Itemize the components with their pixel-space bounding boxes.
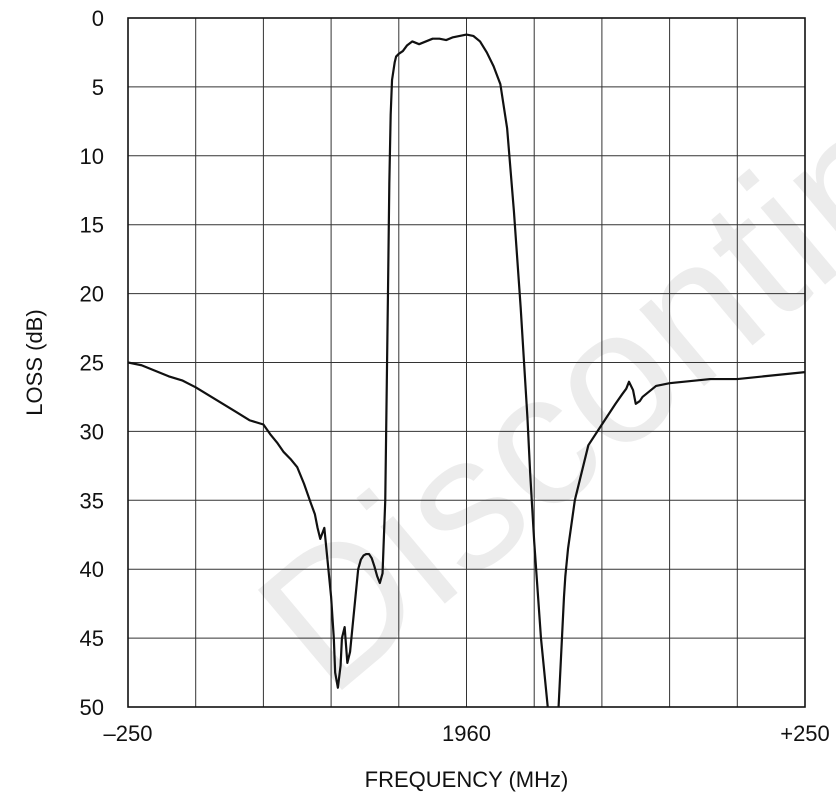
y-tick-label: 35	[80, 488, 104, 513]
y-tick-label: 30	[80, 419, 104, 444]
y-tick-label: 25	[80, 351, 104, 376]
y-axis-ticks: 0 5 10 15 20 25 30 35 40 45 50	[80, 6, 104, 720]
y-tick-label: 15	[80, 213, 104, 238]
watermark-text: Discontinued product	[220, 0, 836, 731]
x-tick-label: –250	[104, 721, 153, 746]
x-tick-label: 1960	[442, 721, 491, 746]
y-tick-label: 40	[80, 557, 104, 582]
y-tick-label: 45	[80, 626, 104, 651]
y-tick-label: 50	[80, 695, 104, 720]
y-tick-label: 0	[92, 6, 104, 31]
x-axis-title: FREQUENCY (MHz)	[365, 767, 569, 792]
x-tick-label: +250	[780, 721, 830, 746]
y-tick-label: 20	[80, 282, 104, 307]
plot-frame	[127, 17, 806, 708]
y-axis-title: LOSS (dB)	[22, 309, 47, 415]
grid	[128, 18, 805, 707]
x-axis-ticks: –250 1960 +250	[104, 721, 830, 746]
y-tick-label: 10	[80, 144, 104, 169]
y-tick-label: 5	[92, 75, 104, 100]
loss-curve	[128, 33, 805, 707]
